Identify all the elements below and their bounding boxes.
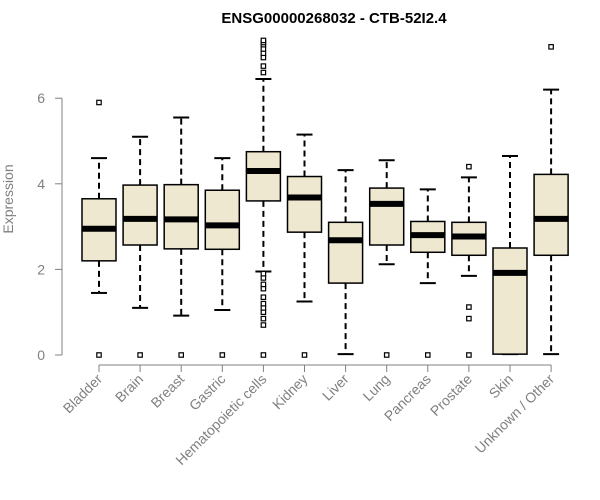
outlier-point	[301, 352, 308, 358]
y-axis: 0 2 4 6	[37, 90, 63, 363]
box-breast	[163, 116, 199, 358]
x-tick-label: Lung	[359, 371, 392, 404]
chart-title: ENSG00000268032 - CTB-52I2.4	[221, 10, 447, 27]
outlier-point	[260, 294, 267, 301]
iqr-box	[204, 189, 241, 251]
outlier-point	[96, 352, 102, 358]
x-tick-label: Breast	[147, 371, 187, 411]
outlier-point	[260, 37, 267, 44]
box-hematopoietic-cells	[245, 37, 282, 358]
x-tick-label: Liver	[319, 371, 352, 404]
box-kidney	[286, 133, 323, 358]
x-tick-label: Kidney	[269, 371, 311, 413]
outlier-point	[260, 300, 267, 307]
iqr-box	[245, 150, 282, 202]
outlier-point	[260, 270, 267, 277]
boxes-layer	[81, 37, 569, 358]
iqr-box	[122, 184, 158, 246]
iqr-box	[286, 175, 323, 233]
outlier-point	[260, 322, 267, 328]
outlier-point	[466, 163, 472, 170]
outlier-point	[383, 352, 390, 358]
y-tick-label: 0	[37, 347, 45, 363]
x-tick-label: Bladder	[60, 371, 106, 417]
x-tick-label: Brain	[112, 371, 146, 405]
outlier-point	[96, 99, 102, 106]
box-bladder	[81, 99, 117, 358]
y-tick-label: 6	[37, 90, 45, 106]
outlier-point	[260, 63, 267, 69]
outlier-point	[466, 315, 472, 322]
box-brain	[122, 135, 158, 358]
outlier-point	[466, 304, 472, 310]
outlier-point	[425, 352, 431, 358]
outlier-point	[137, 352, 143, 358]
box-unknown-other	[533, 44, 569, 356]
outlier-point	[466, 352, 472, 358]
box-gastric	[204, 157, 241, 358]
outlier-point	[260, 352, 267, 358]
y-axis-label: Expression	[0, 164, 16, 233]
iqr-box	[533, 173, 569, 257]
iqr-box	[327, 221, 364, 284]
y-tick-label: 4	[37, 176, 45, 192]
box-pancreas	[410, 188, 446, 358]
box-prostate	[451, 163, 487, 358]
iqr-box	[368, 187, 405, 246]
box-skin	[492, 154, 528, 356]
outlier-point	[219, 352, 226, 358]
outlier-point	[260, 315, 267, 322]
outlier-point	[548, 44, 554, 50]
iqr-box	[492, 247, 528, 355]
x-tick-label: Skin	[486, 371, 517, 402]
y-tick-label: 2	[37, 261, 45, 277]
box-lung	[368, 159, 405, 358]
outlier-point	[260, 281, 267, 288]
x-tick-label: Prostate	[427, 371, 475, 419]
outlier-point	[178, 352, 185, 358]
box-liver	[327, 169, 364, 356]
outlier-point	[260, 69, 267, 76]
